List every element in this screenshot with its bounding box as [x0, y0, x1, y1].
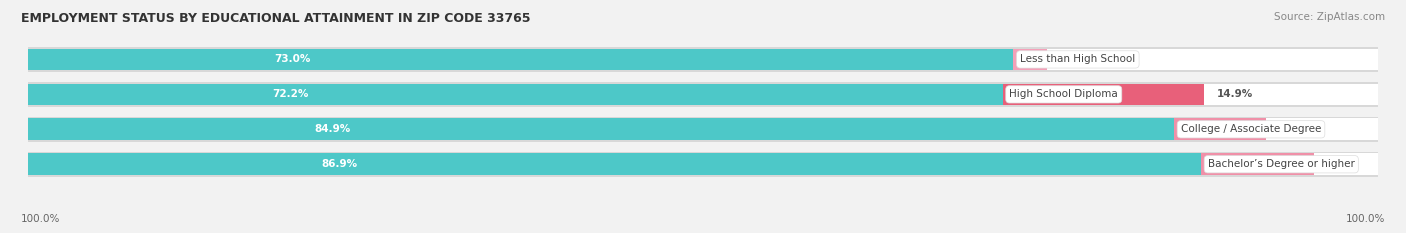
Bar — [28, 154, 1378, 175]
Text: 14.9%: 14.9% — [1218, 89, 1254, 99]
Text: College / Associate Degree: College / Associate Degree — [1181, 124, 1322, 134]
Bar — [1014, 49, 1047, 70]
Bar — [28, 117, 1378, 142]
Text: 6.8%: 6.8% — [1279, 124, 1309, 134]
Bar — [28, 84, 1002, 105]
Bar — [28, 154, 1201, 175]
Text: High School Diploma: High School Diploma — [1010, 89, 1118, 99]
Text: Less than High School: Less than High School — [1021, 55, 1136, 64]
Bar — [1174, 118, 1265, 140]
Text: Source: ZipAtlas.com: Source: ZipAtlas.com — [1274, 12, 1385, 22]
Text: Bachelor’s Degree or higher: Bachelor’s Degree or higher — [1208, 159, 1355, 169]
Text: 8.4%: 8.4% — [1327, 159, 1357, 169]
Bar — [28, 84, 1378, 105]
Bar — [28, 152, 1378, 177]
Bar — [28, 49, 1014, 70]
Text: 100.0%: 100.0% — [1346, 214, 1385, 224]
Text: 2.5%: 2.5% — [1060, 55, 1090, 64]
Legend: In Labor Force, Unemployed: In Labor Force, Unemployed — [606, 231, 800, 233]
Bar — [28, 118, 1378, 140]
Text: 73.0%: 73.0% — [274, 55, 311, 64]
Bar — [1002, 84, 1204, 105]
Text: EMPLOYMENT STATUS BY EDUCATIONAL ATTAINMENT IN ZIP CODE 33765: EMPLOYMENT STATUS BY EDUCATIONAL ATTAINM… — [21, 12, 530, 25]
Bar — [28, 118, 1174, 140]
Bar — [28, 49, 1378, 70]
Bar — [28, 47, 1378, 72]
Text: 72.2%: 72.2% — [271, 89, 308, 99]
Text: 100.0%: 100.0% — [21, 214, 60, 224]
Text: 86.9%: 86.9% — [322, 159, 357, 169]
Bar — [28, 82, 1378, 107]
Text: 84.9%: 84.9% — [315, 124, 352, 134]
Bar — [1201, 154, 1315, 175]
